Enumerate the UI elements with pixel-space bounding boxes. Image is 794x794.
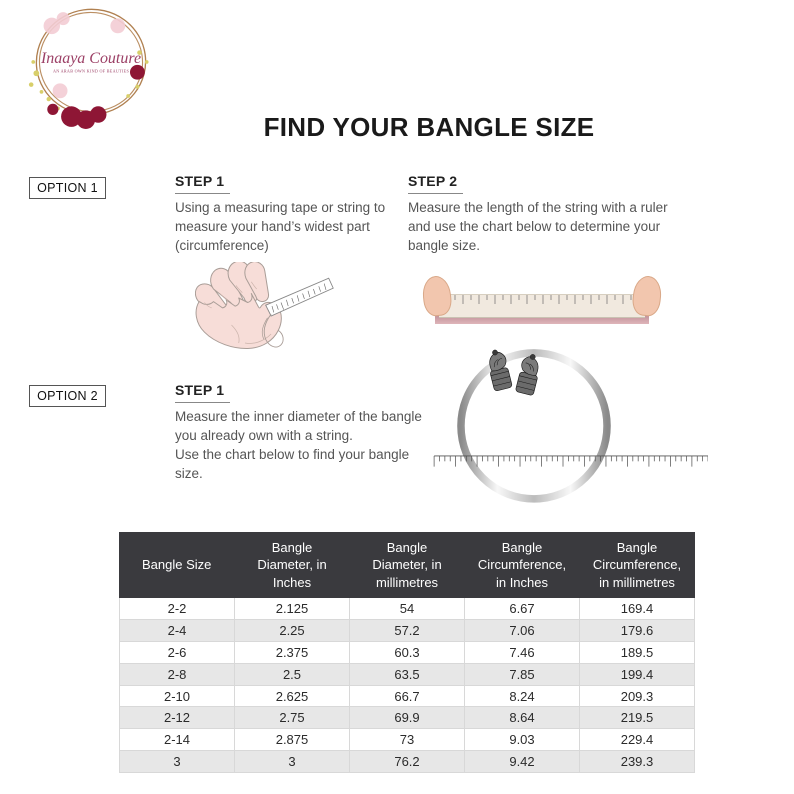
svg-text:Inaaya Couture: Inaaya Couture	[40, 50, 141, 67]
svg-text:AN ARAB OWN KIND OF BEAUTIES: AN ARAB OWN KIND OF BEAUTIES	[53, 68, 130, 73]
